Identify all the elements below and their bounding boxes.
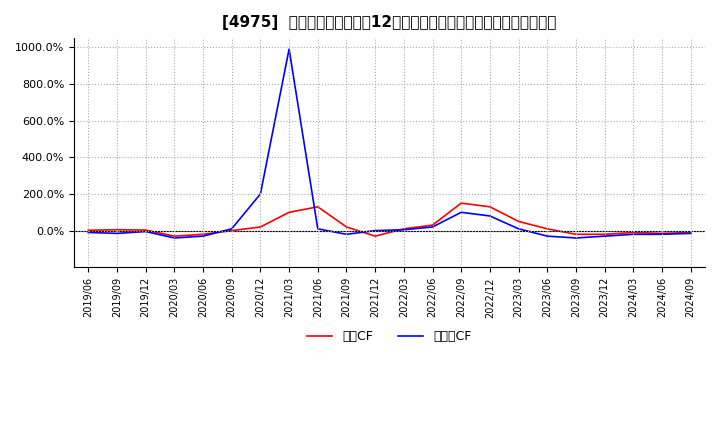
フリーCF xyxy=(342,232,351,237)
フリーCF xyxy=(600,234,609,239)
フリーCF xyxy=(686,231,695,236)
営業CF xyxy=(485,204,494,209)
営業CF xyxy=(170,234,179,239)
フリーCF xyxy=(84,230,93,235)
営業CF xyxy=(112,227,121,232)
営業CF xyxy=(371,234,379,239)
フリーCF xyxy=(400,227,408,232)
フリーCF xyxy=(141,229,150,234)
フリーCF xyxy=(457,209,466,215)
フリーCF xyxy=(657,232,666,237)
フリーCF xyxy=(228,226,236,231)
営業CF xyxy=(313,204,322,209)
フリーCF xyxy=(572,235,580,241)
フリーCF xyxy=(514,226,523,231)
営業CF xyxy=(514,219,523,224)
Title: [4975]  キャッシュフローの12か月移動合計の対前年同期増減率の推移: [4975] キャッシュフローの12か月移動合計の対前年同期増減率の推移 xyxy=(222,15,557,30)
フリーCF xyxy=(285,47,294,52)
営業CF xyxy=(199,232,207,237)
営業CF xyxy=(686,230,695,235)
営業CF xyxy=(572,232,580,237)
営業CF xyxy=(228,228,236,233)
営業CF xyxy=(600,232,609,237)
営業CF xyxy=(256,224,265,230)
営業CF xyxy=(543,226,552,231)
営業CF xyxy=(457,201,466,206)
Line: フリーCF: フリーCF xyxy=(89,49,690,238)
営業CF xyxy=(342,224,351,230)
営業CF xyxy=(428,223,437,228)
フリーCF xyxy=(313,226,322,231)
営業CF xyxy=(84,227,93,233)
フリーCF xyxy=(629,232,638,237)
フリーCF xyxy=(428,224,437,230)
フリーCF xyxy=(543,234,552,239)
フリーCF xyxy=(112,231,121,236)
営業CF xyxy=(400,226,408,231)
Legend: 営業CF, フリーCF: 営業CF, フリーCF xyxy=(302,325,477,348)
営業CF xyxy=(285,209,294,215)
営業CF xyxy=(657,231,666,236)
フリーCF xyxy=(256,191,265,197)
フリーCF xyxy=(199,234,207,239)
営業CF xyxy=(141,227,150,233)
フリーCF xyxy=(371,228,379,233)
営業CF xyxy=(629,230,638,235)
フリーCF xyxy=(485,213,494,219)
フリーCF xyxy=(170,235,179,241)
Line: 営業CF: 営業CF xyxy=(89,203,690,236)
